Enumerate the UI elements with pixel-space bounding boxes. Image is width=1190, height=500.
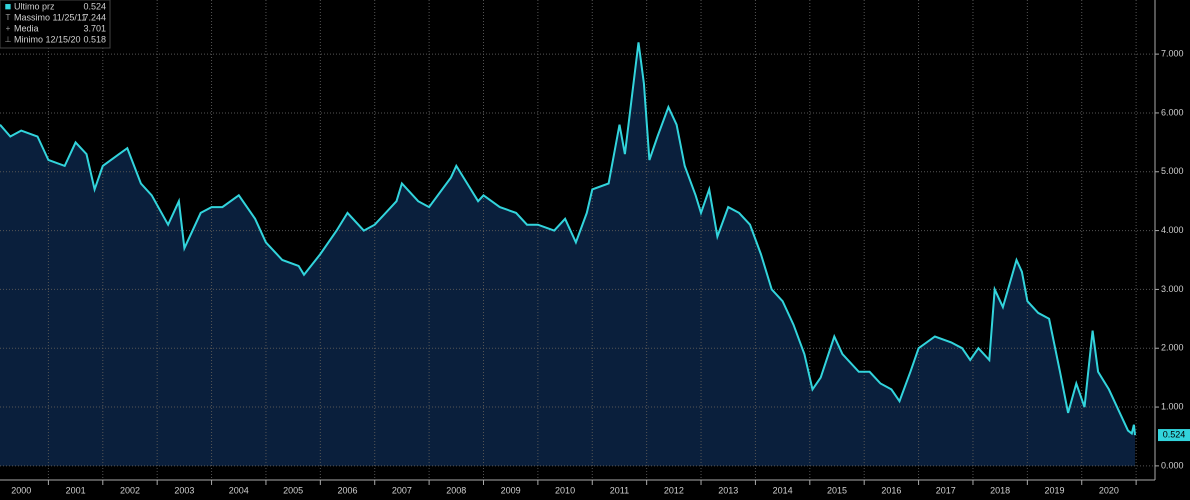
legend-label: Massimo 11/25/11 [14, 12, 86, 22]
x-tick-label: 2000 [11, 485, 31, 495]
area [0, 42, 1135, 466]
x-tick-label: 2019 [1045, 485, 1065, 495]
y-tick-label: 6.000 [1161, 107, 1184, 117]
x-tick-label: 2009 [501, 485, 521, 495]
y-tick-label: 7.000 [1161, 48, 1184, 58]
x-tick-label: 2013 [718, 485, 738, 495]
y-tick-label: 5.000 [1161, 166, 1184, 176]
last-value-box [1158, 429, 1190, 442]
legend-icon: ⊥ [5, 35, 12, 44]
x-tick-label: 2002 [120, 485, 140, 495]
legend-value: 0.518 [83, 34, 106, 44]
x-tick-label: 2007 [392, 485, 412, 495]
x-tick-label: 2018 [990, 485, 1010, 495]
y-tick-label: 2.000 [1161, 343, 1184, 353]
x-tick-label: 2017 [936, 485, 956, 495]
legend-value: 0.524 [83, 1, 106, 11]
line [0, 42, 1136, 436]
x-tick-label: 2015 [827, 485, 847, 495]
legend-box [0, 0, 111, 49]
legend-icon: + [6, 24, 11, 33]
x-tick-label: 2011 [610, 485, 629, 495]
legend-icon: ■ [5, 1, 12, 13]
x-tick-label: 2006 [338, 485, 358, 495]
legend-icon: T [6, 13, 11, 22]
x-tick-label: 2001 [66, 485, 86, 495]
y-tick-label: 1.000 [1161, 401, 1184, 411]
legend-label: Media [14, 23, 39, 33]
x-tick-label: 2003 [174, 485, 194, 495]
y-tick-label: 4.000 [1161, 225, 1184, 235]
y-tick-label: 0.000 [1161, 460, 1184, 470]
x-tick-label: 2014 [773, 485, 793, 495]
y-tick-label: 3.000 [1161, 284, 1184, 294]
x-tick-label: 2010 [555, 485, 575, 495]
x-tick-label: 2020 [1099, 485, 1119, 495]
x-tick-label: 2012 [664, 485, 684, 495]
legend-value: 7.244 [83, 12, 106, 22]
x-tick-label: 2004 [229, 485, 249, 495]
x-tick-label: 2016 [881, 485, 901, 495]
last-value-label: 0.524 [1163, 429, 1186, 439]
x-tick-label: 2005 [283, 485, 303, 495]
x-tick-label: 2008 [446, 485, 466, 495]
legend-label: Minimo 12/15/20 [14, 34, 81, 44]
legend-value: 3.701 [83, 23, 106, 33]
legend-label: Ultimo prz [14, 1, 55, 11]
